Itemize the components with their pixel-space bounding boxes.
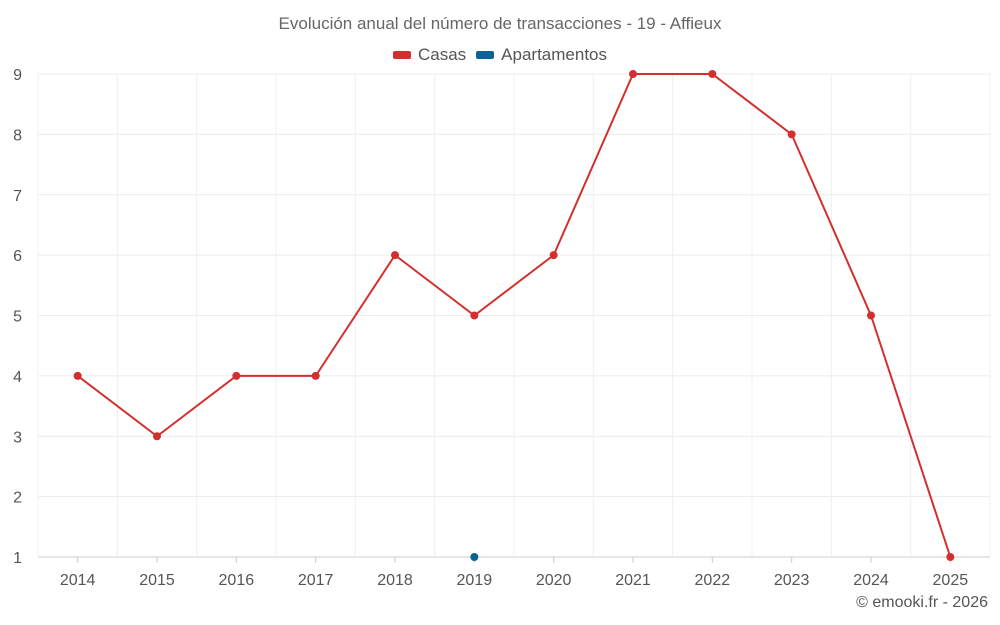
x-tick-label: 2023 (774, 572, 810, 589)
legend-item-apartamentos[interactable]: Apartamentos (476, 45, 607, 65)
x-tick-label: 2015 (139, 572, 175, 589)
credit-text: © emooki.fr - 2026 (856, 594, 988, 611)
data-point-0 (232, 371, 241, 380)
x-tick-label: 2025 (933, 572, 969, 589)
y-tick-label: 4 (13, 369, 22, 386)
data-point-0 (629, 70, 637, 78)
y-tick-label: 1 (13, 550, 22, 567)
data-point-0 (73, 371, 82, 380)
legend-swatch-apartamentos (476, 51, 495, 59)
data-point-0 (470, 311, 479, 320)
y-tick-label: 6 (13, 248, 22, 265)
y-tick-label: 8 (13, 127, 22, 144)
legend: Casas Apartamentos (0, 45, 1000, 65)
x-tick-label: 2017 (298, 572, 334, 589)
x-tick-label: 2014 (60, 572, 96, 589)
data-point-0 (549, 251, 558, 260)
legend-label-casas: Casas (417, 45, 467, 64)
y-tick-label: 7 (13, 188, 22, 205)
data-point-0 (867, 311, 875, 320)
data-point-0 (946, 553, 955, 561)
y-tick-label: 9 (13, 67, 22, 84)
data-point-0 (787, 130, 796, 139)
x-tick-label: 2021 (615, 572, 651, 589)
chart-title: Evolución anual del número de transaccio… (278, 14, 722, 33)
x-tick-label: 2022 (695, 572, 731, 589)
x-tick-label: 2016 (219, 572, 255, 589)
y-tick-label: 3 (13, 429, 22, 446)
legend-label-apartamentos: Apartamentos (501, 45, 608, 64)
data-point-0 (391, 251, 399, 260)
x-tick-label: 2019 (457, 572, 493, 589)
x-tick-label: 2024 (853, 572, 889, 589)
y-tick-label: 2 (13, 490, 22, 507)
data-point-0 (311, 371, 320, 380)
data-point-0 (153, 432, 161, 441)
data-point-0 (708, 70, 717, 78)
x-tick-label: 2018 (377, 572, 413, 589)
series-line-0 (77, 73, 952, 558)
y-tick-label: 5 (13, 309, 22, 326)
data-point-1 (470, 553, 479, 561)
legend-item-casas[interactable]: Casas (392, 45, 467, 65)
x-tick-label: 2020 (536, 572, 572, 589)
legend-swatch-casas (392, 51, 411, 59)
